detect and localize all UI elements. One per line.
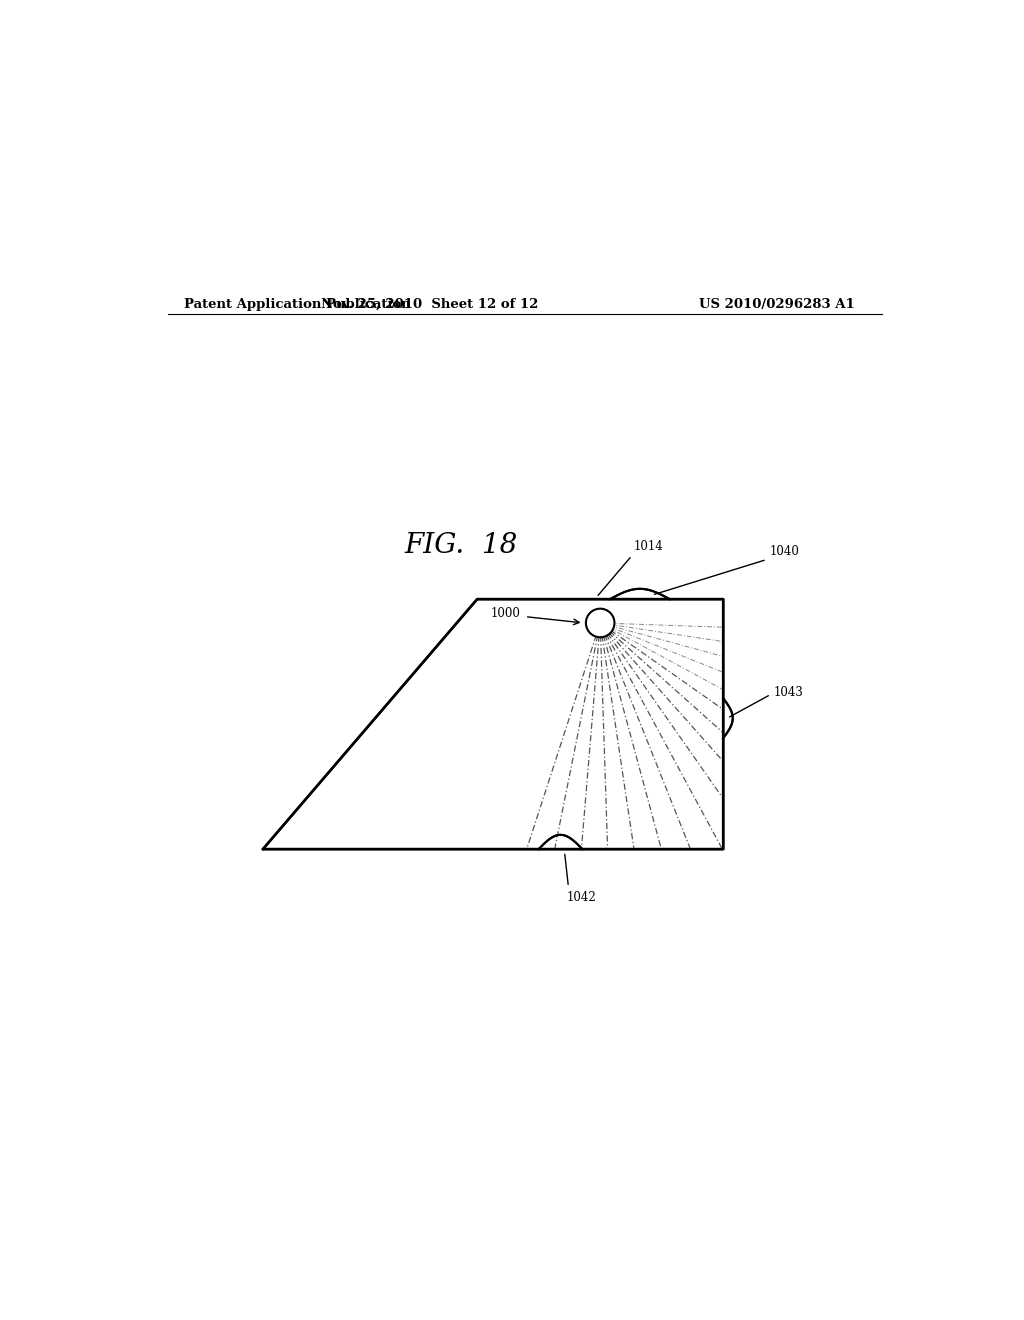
Text: 1040: 1040 (769, 545, 799, 558)
Text: 1014: 1014 (634, 540, 664, 553)
Text: 1043: 1043 (773, 686, 803, 700)
Text: FIG.  18: FIG. 18 (404, 532, 518, 560)
Circle shape (586, 609, 614, 638)
Text: Nov. 25, 2010  Sheet 12 of 12: Nov. 25, 2010 Sheet 12 of 12 (321, 298, 539, 312)
Text: 1000: 1000 (490, 607, 521, 620)
Text: Patent Application Publication: Patent Application Publication (183, 298, 411, 312)
Text: 1042: 1042 (567, 891, 597, 904)
Text: US 2010/0296283 A1: US 2010/0296283 A1 (699, 298, 855, 312)
